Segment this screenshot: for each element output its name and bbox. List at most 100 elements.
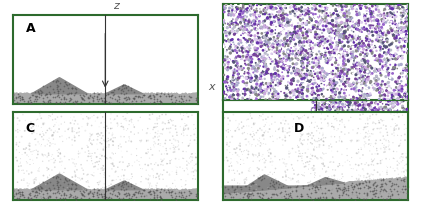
Point [372, 167, 378, 171]
Point [117, 178, 124, 181]
Point [306, 72, 313, 75]
Point [355, 183, 362, 186]
Point [401, 166, 408, 170]
Point [317, 177, 323, 180]
Point [390, 128, 397, 131]
Point [224, 77, 230, 81]
Point [171, 179, 178, 182]
Point [361, 170, 368, 173]
Point [285, 43, 292, 46]
Point [309, 113, 315, 116]
Point [372, 129, 378, 132]
Point [330, 95, 337, 98]
Point [52, 96, 59, 99]
Point [373, 131, 379, 134]
Point [366, 104, 373, 108]
Point [330, 48, 337, 51]
Point [382, 150, 389, 154]
Point [55, 173, 61, 176]
Point [322, 50, 329, 53]
Point [261, 12, 268, 16]
Point [389, 181, 396, 184]
Point [339, 191, 346, 194]
Point [259, 81, 266, 84]
Point [272, 186, 279, 189]
Point [333, 48, 340, 51]
Point [359, 171, 365, 174]
Point [361, 178, 368, 181]
Point [290, 92, 297, 95]
Point [309, 160, 316, 163]
Point [365, 128, 372, 132]
Point [365, 134, 371, 137]
Point [393, 166, 400, 170]
Point [395, 167, 402, 170]
Point [317, 78, 324, 81]
Point [312, 4, 319, 8]
Point [400, 156, 406, 159]
Point [372, 178, 378, 181]
Point [220, 19, 227, 22]
Point [281, 115, 288, 119]
Point [247, 4, 253, 8]
Point [343, 119, 349, 123]
Point [284, 21, 290, 24]
Point [233, 56, 240, 59]
Point [100, 187, 107, 191]
Point [369, 83, 376, 87]
Point [266, 47, 272, 51]
Point [264, 53, 271, 56]
Point [106, 189, 112, 192]
Point [394, 167, 400, 171]
Point [398, 123, 405, 126]
Point [290, 77, 296, 81]
Point [89, 115, 96, 119]
Point [334, 181, 341, 184]
Point [50, 142, 56, 145]
Point [328, 81, 335, 84]
Point [354, 182, 361, 185]
Point [337, 111, 344, 114]
Point [316, 66, 323, 70]
Point [301, 72, 308, 76]
Point [240, 177, 247, 181]
Point [360, 137, 367, 141]
Point [34, 186, 41, 190]
Point [226, 165, 232, 168]
Point [314, 122, 321, 125]
Point [146, 94, 153, 97]
Point [329, 197, 336, 200]
Point [225, 38, 232, 41]
Point [402, 188, 408, 191]
Point [54, 84, 61, 88]
Point [354, 132, 360, 135]
Point [313, 122, 320, 125]
Point [387, 125, 394, 128]
Point [365, 154, 372, 157]
Point [320, 110, 327, 113]
Point [277, 90, 284, 93]
Point [311, 183, 317, 186]
Point [392, 145, 398, 149]
Point [365, 176, 371, 179]
Point [274, 78, 281, 82]
Point [381, 141, 387, 145]
Point [344, 197, 351, 200]
Point [242, 27, 248, 30]
Point [232, 10, 238, 13]
Point [332, 197, 338, 201]
Point [328, 31, 335, 34]
Point [385, 100, 392, 103]
Point [378, 156, 385, 159]
Point [245, 193, 252, 196]
Point [351, 161, 358, 165]
Point [373, 82, 380, 85]
Point [20, 194, 27, 197]
Point [385, 182, 392, 186]
Point [327, 108, 333, 111]
Point [365, 72, 372, 75]
Point [345, 40, 352, 43]
Point [167, 188, 174, 192]
Point [405, 119, 411, 123]
Point [377, 140, 384, 143]
